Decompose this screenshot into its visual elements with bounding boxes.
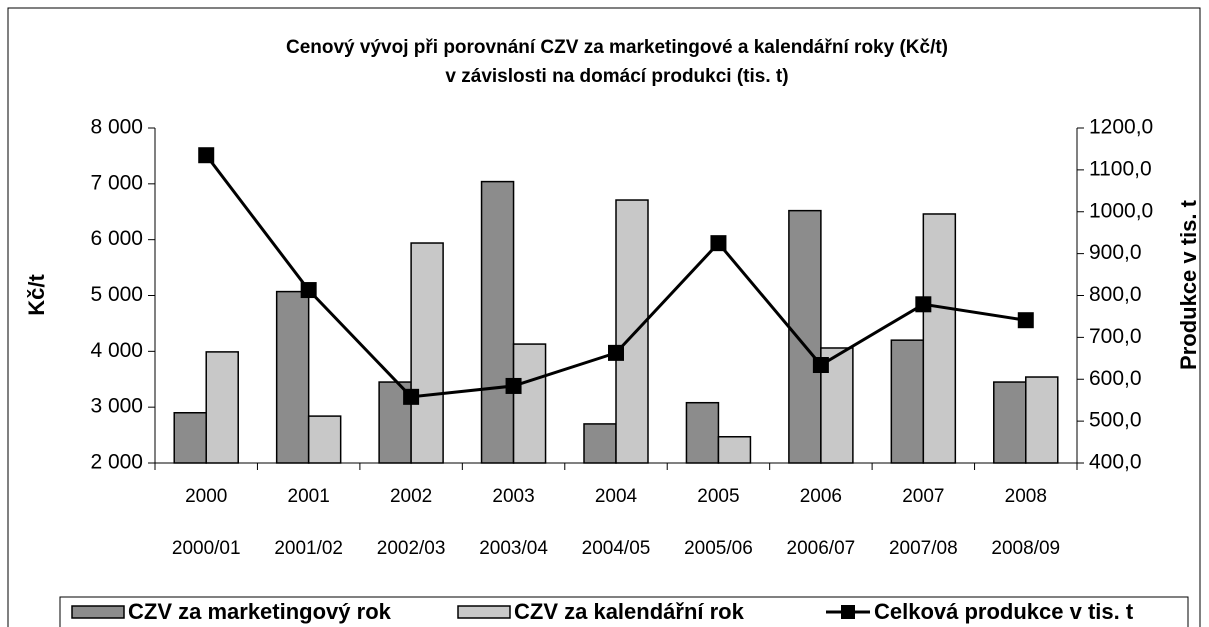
bar [788, 209, 822, 464]
y2-tick-label: 600,0 [1089, 367, 1142, 390]
x-tick-label-secondary: 2006/07 [787, 538, 856, 559]
bar [890, 339, 925, 464]
line-marker [608, 344, 624, 361]
legend-label: CZV za kalendářní rok [514, 599, 745, 624]
x-tick-label-secondary: 2005/06 [684, 538, 753, 559]
line-marker [812, 357, 829, 374]
y-axis-title: Kč/t [24, 274, 49, 316]
x-tick-label-secondary: 2001/02 [274, 538, 343, 559]
x-tick-label: 2007 [902, 486, 944, 507]
chart-title: Cenový vývoj při porovnání CZV za market… [286, 37, 948, 58]
y-tick-label: 7 000 [90, 171, 143, 194]
x-tick-label-secondary: 2008/09 [991, 538, 1060, 559]
x-tick-label-secondary: 2004/05 [582, 538, 651, 559]
legend-swatch [457, 605, 511, 619]
line-marker [710, 235, 727, 252]
line-marker [505, 377, 522, 394]
bar [410, 242, 444, 464]
x-tick-label: 2002 [390, 486, 432, 507]
y-tick-label: 2 000 [90, 451, 143, 474]
x-tick-label-secondary: 2000/01 [172, 538, 241, 559]
bar [717, 436, 752, 464]
y-tick-label: 4 000 [90, 339, 143, 362]
bar [922, 213, 957, 464]
chart-subtitle: v závislosti na domácí produkci (tis. t) [445, 66, 788, 87]
y2-tick-label: 900,0 [1089, 241, 1142, 264]
legend-label: CZV za marketingový rok [128, 599, 392, 624]
bar [173, 412, 207, 464]
y2-axis-title: Produkce v tis. t [1176, 199, 1201, 370]
x-tick-label: 2006 [800, 486, 842, 507]
x-tick-label-secondary: 2003/04 [479, 538, 548, 559]
legend-swatch-marker [841, 605, 855, 619]
legend-swatch [71, 605, 125, 619]
x-tick-label: 2003 [492, 486, 534, 507]
y2-tick-label: 1100,0 [1089, 157, 1152, 180]
bar [615, 199, 649, 464]
y-tick-label: 8 000 [90, 116, 143, 139]
line-marker [915, 296, 932, 313]
line-marker [198, 147, 215, 164]
bar [275, 290, 310, 464]
legend-box [59, 596, 1189, 627]
x-tick-label-secondary: 2002/03 [377, 538, 446, 559]
y-tick-label: 6 000 [90, 227, 143, 250]
y2-tick-label: 700,0 [1089, 325, 1142, 348]
x-tick-label-secondary: 2007/08 [889, 538, 958, 559]
x-tick-label: 2000 [185, 486, 227, 507]
line-marker [403, 388, 420, 405]
bar [685, 401, 720, 464]
bar [1025, 376, 1059, 464]
y-tick-label: 5 000 [90, 283, 143, 306]
x-tick-label: 2001 [288, 486, 330, 507]
x-tick-label: 2004 [595, 486, 638, 507]
bar [512, 343, 547, 464]
y2-tick-label: 800,0 [1089, 283, 1142, 306]
y2-tick-label: 1000,0 [1089, 199, 1153, 222]
bar [583, 423, 617, 464]
line-marker [1017, 312, 1034, 329]
bar [993, 381, 1027, 464]
bar [480, 180, 515, 464]
y2-tick-label: 500,0 [1089, 409, 1142, 432]
legend-label: Celková produkce v tis. t [874, 599, 1134, 624]
x-tick-label: 2008 [1005, 486, 1047, 507]
bar [205, 351, 239, 464]
x-tick-label: 2005 [697, 486, 739, 507]
line-marker [300, 282, 317, 299]
y2-tick-label: 400,0 [1089, 451, 1142, 474]
bar [307, 415, 342, 464]
y2-tick-label: 1200,0 [1089, 116, 1153, 139]
y-tick-label: 3 000 [90, 395, 143, 418]
